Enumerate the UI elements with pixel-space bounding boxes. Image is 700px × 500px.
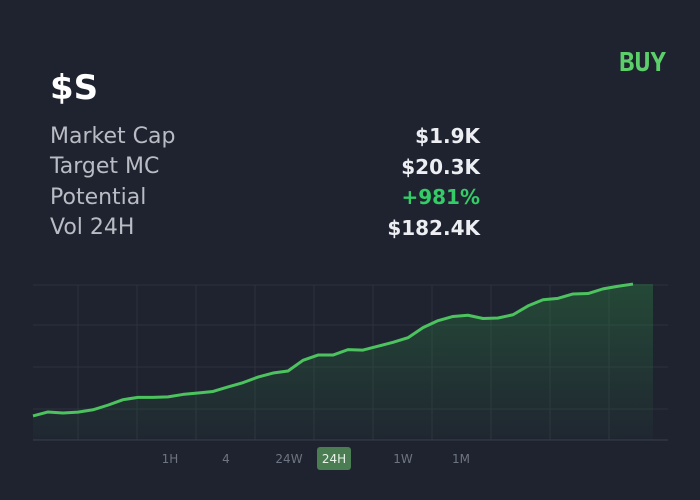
timeframe-button[interactable]: 1W (393, 452, 413, 466)
timeframe-active-bg (317, 447, 351, 470)
stat-label: Market Cap (50, 123, 176, 149)
stat-row: Vol 24H $182.4K (50, 213, 480, 244)
ticker: $S (50, 68, 99, 108)
buy-button[interactable]: BUY (619, 48, 666, 78)
price-area (33, 284, 653, 440)
timeframe-button[interactable]: 24W (275, 452, 302, 466)
stat-row: Market Cap $1.9K (50, 121, 480, 152)
stat-value: $20.3K (401, 154, 480, 179)
timeframe-label: 1H (162, 452, 179, 466)
stat-value: $1.9K (415, 124, 480, 149)
timeframe-button[interactable]: 4 (222, 452, 230, 466)
timeframe-label: 4 (222, 452, 230, 466)
timeframe-label: 1M (452, 452, 470, 466)
timeframe-button[interactable]: 1M (452, 452, 470, 466)
timeframe-label: 24W (275, 452, 302, 466)
stat-label: Potential (50, 184, 147, 210)
timeframe-button[interactable]: 24H (317, 447, 351, 470)
stat-row: Potential +981% (50, 182, 480, 213)
price-line (32, 282, 634, 418)
timeframe-button[interactable]: 1H (162, 452, 179, 466)
stat-label: Vol 24H (50, 215, 135, 241)
stat-label: Target MC (50, 154, 160, 180)
stat-row: Target MC $20.3K (50, 152, 480, 183)
stat-value: +981% (401, 185, 480, 210)
timeframe-label: 1W (393, 452, 413, 466)
stats: Market Cap $1.9K Target MC $20.3K Potential +… (50, 121, 480, 243)
stat-value: $182.4K (387, 215, 480, 240)
timeframe-label: 24H (322, 452, 346, 466)
